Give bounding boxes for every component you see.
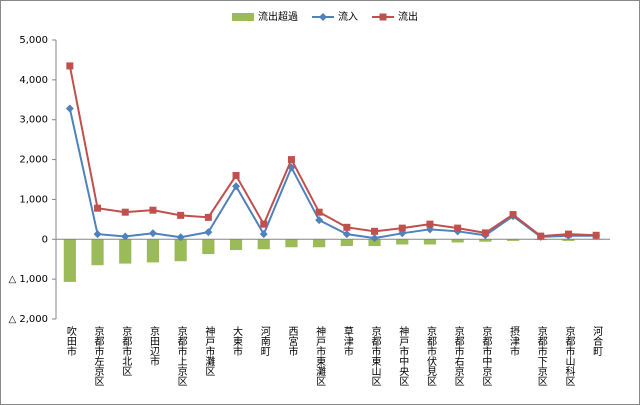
- bar: [91, 239, 104, 266]
- bar: [313, 239, 326, 248]
- marker: [343, 223, 351, 231]
- bar: [257, 239, 270, 250]
- bar: [285, 239, 298, 248]
- x-tick-label: 西宮市: [286, 326, 298, 357]
- x-tick-label: 京都市山科区: [563, 325, 575, 386]
- x-tick-label: 京都市右京区: [452, 325, 464, 386]
- x-tick-label: 神戸市東灘区: [314, 325, 326, 386]
- marker: [149, 206, 157, 214]
- marker: [232, 172, 240, 180]
- bar: [451, 239, 464, 243]
- x-tick-label: 京都市中京区: [480, 325, 492, 386]
- marker: [232, 182, 241, 191]
- legend-label: 流出超過: [258, 10, 298, 23]
- bar: [368, 239, 381, 247]
- marker: [260, 220, 268, 228]
- bar: [119, 239, 132, 264]
- bar: [63, 239, 76, 282]
- y-tick-label: 5,000: [19, 35, 48, 46]
- y-tick-label: 1,000: [19, 194, 48, 205]
- bar: [229, 239, 243, 251]
- bar: [340, 239, 353, 247]
- marker: [454, 224, 462, 232]
- marker: [564, 230, 572, 238]
- marker: [481, 229, 489, 237]
- marker: [371, 227, 379, 235]
- y-tick-label: 2,000: [19, 155, 48, 166]
- marker: [537, 232, 545, 240]
- x-tick-label: 京都市北区: [120, 325, 132, 376]
- marker: [176, 233, 185, 242]
- x-tick-label: 京田辺市: [147, 325, 159, 367]
- marker: [94, 204, 102, 212]
- y-tick-label: 0: [42, 234, 48, 245]
- marker: [121, 208, 129, 216]
- marker: [509, 211, 517, 219]
- marker: [204, 213, 212, 221]
- line: [68, 108, 597, 240]
- marker: [66, 62, 74, 70]
- marker: [93, 230, 102, 239]
- y-tick-label: △ 1,000: [9, 274, 49, 285]
- marker: [177, 211, 185, 219]
- marker: [426, 220, 434, 228]
- legend-swatch: [232, 13, 254, 21]
- x-tick-label: 神戸市中央区: [397, 325, 409, 386]
- legend-label: 流出: [398, 10, 418, 23]
- marker: [342, 230, 351, 239]
- x-tick-label: 京都市下京区: [535, 325, 547, 386]
- x-tick-label: 京都市伏見区: [424, 325, 436, 386]
- bar: [562, 239, 575, 241]
- x-tick-label: 京都市東山区: [369, 325, 381, 386]
- x-tick-label: 河合町: [591, 326, 603, 356]
- x-tick-label: 河南町: [258, 326, 270, 356]
- marker: [204, 228, 213, 237]
- x-tick-label: 京都市左京区: [92, 325, 104, 386]
- x-tick-label: 神戸市灘区: [203, 325, 215, 376]
- marker: [259, 230, 268, 239]
- marker: [315, 216, 324, 225]
- bar: [202, 239, 215, 255]
- bar: [506, 239, 520, 241]
- x-tick-label: 草津市: [341, 326, 353, 357]
- marker: [121, 232, 130, 241]
- x-tick-label: 摂津市: [508, 325, 520, 357]
- bar: [479, 239, 492, 242]
- bar: [174, 239, 187, 262]
- marker: [148, 229, 157, 238]
- legend-swatch: [319, 13, 327, 21]
- x-tick-label: 吹田市: [64, 325, 76, 357]
- marker: [65, 104, 74, 113]
- y-tick-label: 4,000: [19, 75, 48, 86]
- marker: [370, 234, 379, 243]
- legend-label: 流入: [338, 10, 358, 23]
- bar: [423, 239, 437, 245]
- x-tick-label: 大東市: [231, 325, 243, 357]
- marker: [287, 156, 295, 164]
- marker: [398, 224, 406, 232]
- line: [68, 65, 597, 238]
- x-tick-label: 京都市上京区: [175, 325, 187, 386]
- bar: [396, 239, 409, 245]
- y-tick-label: 3,000: [19, 115, 48, 126]
- y-tick-label: △ 2,000: [9, 314, 49, 325]
- marker: [315, 208, 323, 216]
- bar: [146, 239, 160, 263]
- legend-swatch: [379, 13, 387, 21]
- marker: [592, 231, 600, 239]
